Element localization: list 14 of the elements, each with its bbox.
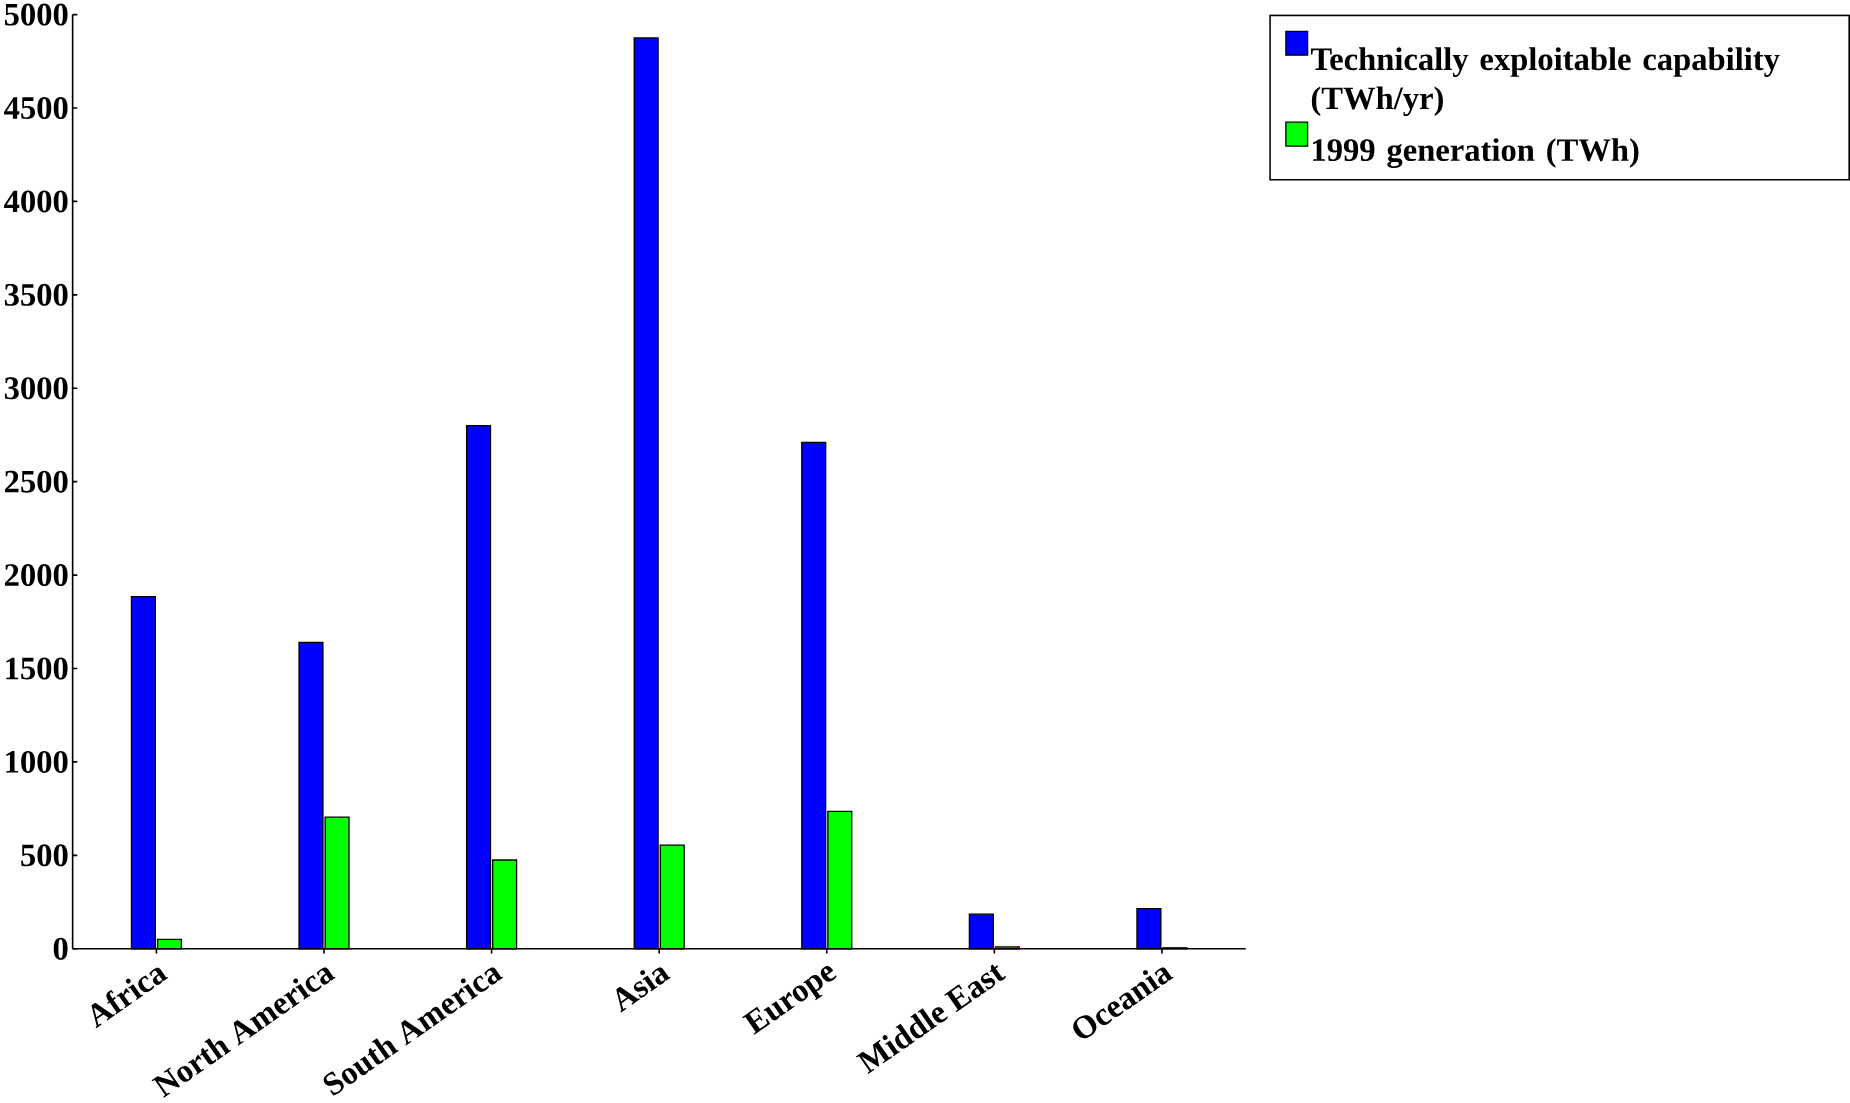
y-tick-label: 1000 [6,750,68,773]
y-tick-label: 1500 [6,657,68,680]
y-tick-label: 4000 [4,190,68,213]
y-tick-label: 500 [21,844,68,867]
y-tick-label: 3000 [4,377,68,400]
y-tick-label: 5000 [4,3,68,26]
y-tick-label: 3500 [4,283,68,306]
y-tick-label: 2000 [4,563,68,586]
y-tick-label: 4500 [4,96,68,119]
y-tick-label: 0 [53,937,68,960]
y-tick-label: 2500 [4,470,68,493]
x-tick-label: Asia [616,967,671,1013]
legend-label: Technically exploitable capability (TWh/yr) [1310,47,1780,116]
legend-label: 1999 generation (TWh) [1313,137,1639,168]
